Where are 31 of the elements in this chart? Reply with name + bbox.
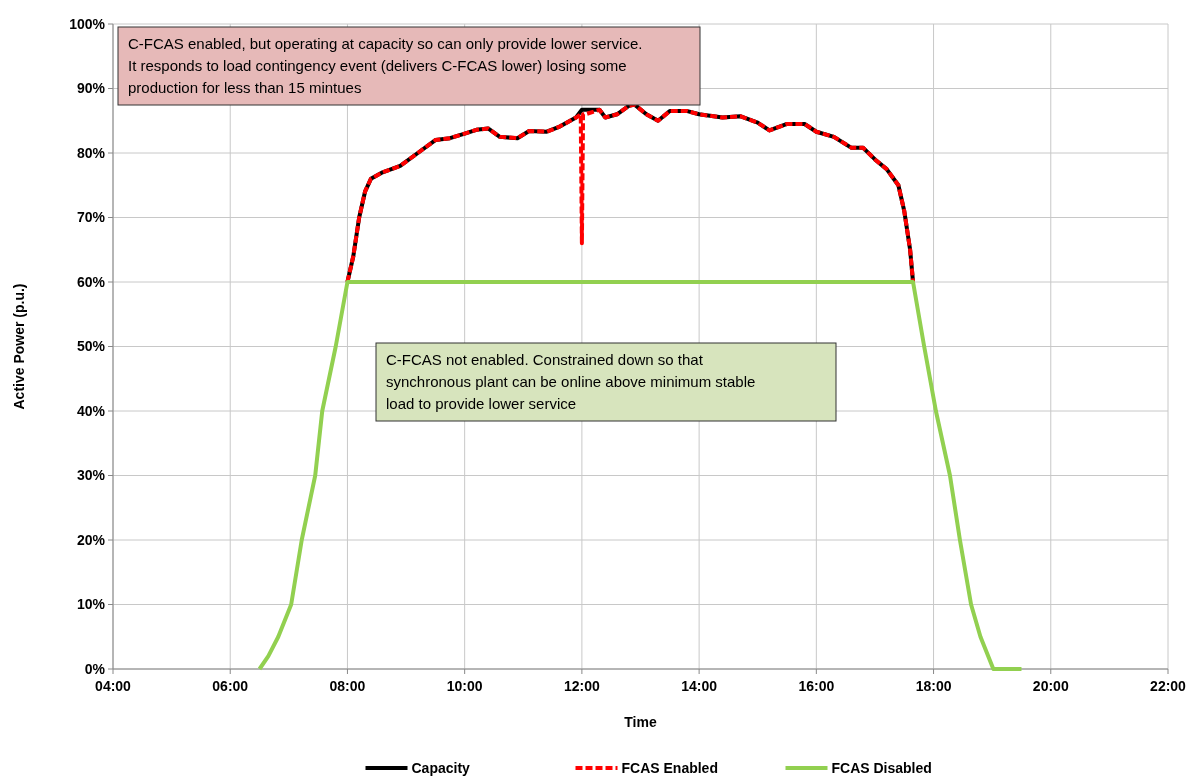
annotation: C-FCAS enabled, but operating at capacity so can only provide lower service. It responds to load contingency event (delivers C-FCAS lower) losing some production for less than 15 mintues — [128, 35, 643, 96]
y-tick-label: 0% — [84, 660, 106, 677]
y-tick-label: 60% — [76, 273, 106, 290]
x-tick-label: 06:00 — [212, 678, 249, 694]
x-tick-label: 14:00 — [681, 678, 718, 694]
legend-label: FCAS Disabled — [831, 759, 932, 776]
y-tick-label: 10% — [76, 596, 106, 613]
legend-label: Capacity — [411, 759, 471, 776]
x-tick-label: 10:00 — [446, 678, 483, 694]
x-tick-label: 04:00 — [95, 678, 132, 694]
y-tick-label: 100% — [69, 15, 106, 32]
callout-box: C-FCAS not enabled. Constrained down so that synchronous plant can be online above minimum stable load to provide lower service — [375, 342, 837, 422]
y-tick-label: 20% — [76, 531, 106, 548]
x-tick-label: 22:00 — [1150, 678, 1187, 694]
callout-box: C-FCAS enabled, but operating at capacity so can only provide lower service. It responds to load contingency event (delivers C-FCAS lower) losing some production for less than 15 mintues — [117, 26, 701, 106]
line-series — [257, 280, 1024, 671]
y-tick-label: 40% — [76, 402, 106, 419]
x-tick-label: 08:00 — [329, 678, 366, 694]
y-tick-label: 50% — [76, 338, 106, 355]
y-axis-title: Active Power (p.u.) — [11, 283, 27, 410]
y-tick-label: 70% — [76, 209, 106, 226]
annotation: C-FCAS not enabled. Constrained down so that synchronous plant can be online above minimum stable load to provide lower service — [386, 351, 756, 412]
x-tick-label: 20:00 — [1032, 678, 1069, 694]
legend-label: FCAS Enabled — [621, 759, 718, 776]
y-tick-label: 90% — [76, 80, 106, 97]
x-tick-label: 12:00 — [563, 678, 600, 694]
x-tick-label: 16:00 — [798, 678, 835, 694]
y-tick-label: 30% — [76, 467, 106, 484]
x-axis-title: Time — [624, 714, 657, 730]
y-tick-label: 80% — [76, 144, 106, 161]
x-tick-label: 18:00 — [915, 678, 952, 694]
